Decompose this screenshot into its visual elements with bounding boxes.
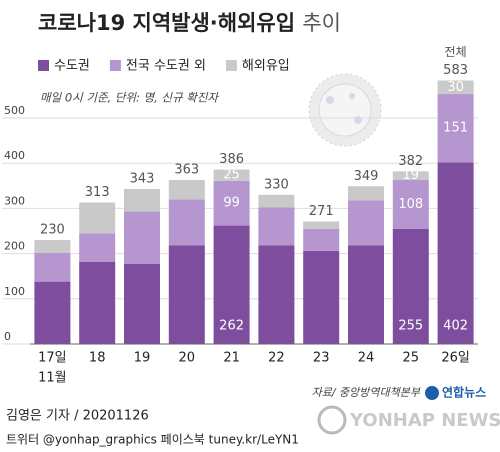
total-label: 349 — [354, 169, 379, 184]
x-tick-label: 25 — [403, 351, 420, 366]
bar-segment — [258, 194, 295, 208]
value-label: 402 — [443, 319, 468, 334]
source: 자료/ 중앙방역대책본부 — [312, 386, 421, 399]
value-label: 19 — [403, 168, 420, 183]
total-label: 330 — [264, 177, 289, 192]
total-label: 343 — [130, 171, 155, 186]
y-tick-label: 200 — [4, 240, 25, 253]
bar-segment — [303, 250, 340, 344]
value-label: 255 — [398, 319, 423, 334]
subtitle: 매일 0시 기준, 단위: 명, 신규 확진자 — [40, 91, 219, 105]
legend-swatch — [109, 60, 121, 71]
legend-label: 수도권 — [54, 59, 90, 74]
total-note: 전체 — [445, 45, 467, 59]
bar-segment — [34, 240, 71, 253]
bar-segment — [392, 171, 429, 180]
bar-segment — [79, 202, 116, 234]
total-label: 382 — [398, 154, 423, 169]
value-label: 99 — [223, 196, 240, 211]
bar-segment — [348, 200, 384, 246]
logo-text: 연합뉴스 — [442, 385, 486, 400]
watermark: YONHAP NEWS — [317, 405, 500, 435]
total-label: 271 — [309, 204, 334, 219]
bar-segment — [348, 186, 384, 201]
bar-segment — [213, 169, 250, 181]
x-note: 11월 — [38, 371, 67, 386]
social: 트위터 @yonhap_graphics 페이스북 tuney.kr/LeYN1 — [6, 433, 299, 447]
bar-segment — [124, 263, 160, 344]
y-tick-label: 500 — [4, 104, 25, 117]
bar-segment — [168, 179, 205, 200]
bar-segment — [258, 207, 295, 246]
bar-segment — [303, 228, 340, 251]
x-tick-label: 23 — [313, 351, 330, 366]
value-label: 151 — [443, 121, 468, 136]
logo: 연합뉴스 — [425, 385, 486, 400]
bar-segment — [213, 225, 250, 344]
x-tick-label: 21 — [223, 351, 240, 366]
bar-segment — [392, 179, 429, 229]
legend-label: 전국 수도권 외 — [126, 59, 206, 74]
title-suffix: 추이 — [302, 11, 341, 35]
total-label: 363 — [174, 162, 199, 177]
bar-segment — [124, 188, 160, 212]
bar-segment — [34, 281, 71, 344]
y-tick-label: 400 — [4, 149, 25, 162]
virus-illustration — [308, 73, 382, 147]
chart-title: 코로나19 지역발생·해외유입 추이 — [38, 11, 341, 35]
bar-segment — [258, 245, 295, 344]
x-tick-label: 17일 — [38, 351, 67, 366]
legend-swatch — [225, 60, 237, 71]
y-tick-label: 100 — [4, 285, 25, 298]
bar-segment — [124, 211, 160, 264]
bar-segment — [437, 162, 474, 344]
value-label: 25 — [223, 168, 240, 183]
x-tick-label: 24 — [358, 351, 375, 366]
bar-segment — [437, 80, 474, 95]
x-tick-label: 18 — [89, 351, 106, 366]
value-label: 30 — [447, 80, 464, 95]
bar-segment — [303, 221, 340, 229]
total-label: 230 — [40, 223, 65, 238]
value-label: 262 — [219, 319, 244, 334]
total-label: 583 — [443, 63, 468, 78]
value-label: 108 — [398, 197, 423, 212]
title-main: 코로나19 지역발생·해외유입 — [38, 11, 295, 35]
y-tick-label: 0 — [4, 330, 11, 343]
bar-segment — [79, 233, 116, 262]
credit: 김영은 기자 / 20201126 — [6, 409, 149, 424]
bar-segment — [437, 94, 474, 163]
bar-segment — [168, 199, 205, 246]
x-tick-label: 22 — [268, 351, 285, 366]
bar-segment — [348, 245, 384, 344]
y-tick-label: 300 — [4, 194, 25, 207]
x-tick-label: 26일 — [441, 351, 470, 366]
total-label: 386 — [219, 152, 244, 167]
bar-segment — [79, 261, 116, 344]
bar-segment — [168, 245, 205, 344]
x-tick-label: 19 — [134, 351, 151, 366]
legend-label: 해외유입 — [242, 59, 290, 74]
legend-swatch — [38, 60, 49, 71]
bar-segment — [392, 228, 429, 344]
watermark-text: YONHAP NEWS — [349, 410, 500, 431]
bar-segment — [34, 252, 71, 282]
bar-segment — [213, 180, 250, 226]
total-label: 313 — [85, 185, 110, 200]
x-tick-label: 20 — [179, 351, 196, 366]
